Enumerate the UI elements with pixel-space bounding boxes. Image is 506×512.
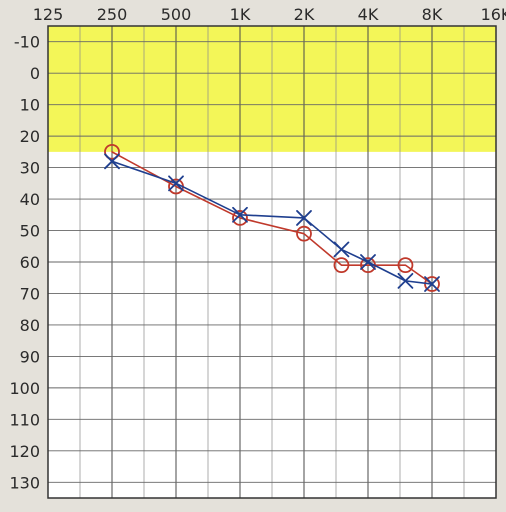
y-tick-label: 40 [20, 190, 40, 209]
y-tick-label: 10 [20, 96, 40, 115]
x-tick-label: 2K [294, 5, 315, 24]
y-tick-label: 130 [9, 473, 40, 492]
cross-marker [333, 241, 350, 258]
cross-marker [397, 272, 414, 289]
series-layer [104, 143, 440, 292]
y-tick-label: 120 [9, 442, 40, 461]
x-tick-label: 4K [358, 5, 379, 24]
plot-frame [47, 25, 497, 499]
y-tick-label: 0 [30, 64, 40, 83]
cross-marker [296, 210, 312, 226]
y-tick-label: 110 [9, 410, 40, 429]
circle-marker [397, 257, 414, 274]
circle-marker [424, 276, 440, 292]
circle-marker [232, 210, 248, 226]
series-circle [104, 143, 440, 292]
y-tick-label: 80 [20, 316, 40, 335]
cross-marker [168, 175, 184, 192]
circle-marker [296, 225, 312, 242]
cross-marker [232, 206, 248, 223]
x-tick-label: 500 [161, 5, 192, 24]
cross-marker [104, 153, 120, 170]
y-tick-label: 20 [20, 127, 40, 146]
y-tick-label: 90 [20, 347, 40, 366]
circle-marker [104, 143, 120, 160]
x-tick-label: 8K [422, 5, 443, 24]
y-tick-label: 50 [20, 222, 40, 241]
x-tick-label: 125 [33, 5, 64, 24]
series-cross [104, 153, 440, 292]
y-tick-label: 60 [20, 253, 40, 272]
circle-marker [333, 257, 350, 274]
y-tick-label: -10 [14, 33, 40, 52]
cross-marker [424, 276, 440, 292]
y-tick-label: 70 [20, 284, 40, 303]
cross-marker [360, 254, 376, 270]
y-tick-label: 30 [20, 159, 40, 178]
x-tick-label: 250 [97, 5, 128, 24]
y-tick-labels: -10 0 10 20 30 40 50 60 70 80 90 100 110 120 130 [9, 33, 40, 493]
y-tick-label: 100 [9, 379, 40, 398]
series-line [111, 160, 433, 285]
grid-lines [47, 26, 497, 498]
x-tick-label: 1K [230, 5, 251, 24]
x-tick-label: 16K [481, 5, 506, 24]
x-tick-labels: 125 250 500 1K 2K 4K 8K 16K [33, 5, 506, 24]
